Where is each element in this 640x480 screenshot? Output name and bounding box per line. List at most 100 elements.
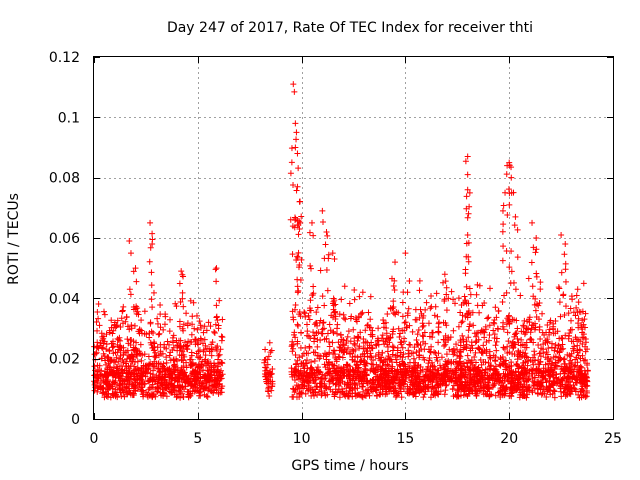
data-point [466,189,473,196]
x-tick-label: 0 [90,431,99,447]
data-point [327,368,334,375]
data-point [144,392,151,399]
data-point [148,282,155,289]
data-point [166,388,173,395]
data-point [508,377,515,384]
data-point [145,365,152,372]
data-point [135,383,142,390]
data-point [115,368,122,375]
data-point [124,323,131,330]
data-point [307,265,314,272]
data-point [180,327,187,334]
data-point [95,373,102,380]
data-point [357,358,364,365]
data-point [567,327,574,334]
data-point [382,319,389,326]
y-tick-label: 0.08 [49,171,80,187]
data-point [582,381,589,388]
data-point [485,386,492,393]
data-point [339,378,346,385]
data-point [175,374,182,381]
data-point [150,329,157,336]
data-point [465,253,472,260]
y-axis-label: ROTI / TECUs [6,193,22,285]
data-point [131,322,138,329]
data-point [555,284,562,291]
data-point [543,393,550,400]
data-point [365,379,372,386]
data-point [145,377,152,384]
data-point [207,323,214,330]
data-point [180,321,187,328]
data-point [337,331,344,338]
data-point [529,375,536,382]
data-point [552,341,559,348]
data-point [499,228,506,235]
data-point [518,364,525,371]
data-point [516,353,523,360]
data-point [421,391,428,398]
data-point [98,355,105,362]
data-point [375,349,382,356]
data-point [387,305,394,312]
data-point [369,331,376,338]
data-point [486,322,493,329]
data-point [440,379,447,386]
data-point [322,364,329,371]
data-point [567,353,574,360]
data-point [433,290,440,297]
data-point [161,364,168,371]
data-point [184,388,191,395]
data-point [425,320,432,327]
data-point [179,370,186,377]
data-point [582,383,589,390]
data-point [476,387,483,394]
data-point [373,392,380,399]
data-point [510,279,517,286]
data-point [380,386,387,393]
data-point [173,394,180,401]
data-point [91,387,98,394]
data-point [448,288,455,295]
data-point [582,336,589,343]
data-point [453,368,460,375]
data-point [168,389,175,396]
data-point [319,319,326,326]
data-point [113,354,120,361]
data-point [106,347,113,354]
data-point [95,366,102,373]
data-point [307,262,314,269]
data-point [197,388,204,395]
data-point [368,339,375,346]
data-point [344,361,351,368]
data-point [201,323,208,330]
data-point [100,350,107,357]
data-point [405,353,412,360]
data-point [422,388,429,395]
data-point [205,319,212,326]
data-point [169,346,176,353]
data-point [403,375,410,382]
data-point [297,390,304,397]
data-point [111,322,118,329]
data-point [193,362,200,369]
data-point [306,343,313,350]
data-point [500,221,507,228]
data-point [531,351,538,358]
data-point [154,315,161,322]
data-point [330,298,337,305]
data-point [419,323,426,330]
data-point [455,295,462,302]
x-tick-label: 5 [193,431,202,447]
data-point [390,388,397,395]
data-point [96,362,103,369]
data-point [268,387,275,394]
data-point [463,345,470,352]
data-point [399,344,406,351]
data-point [323,384,330,391]
data-point [91,363,98,370]
data-point [468,339,475,346]
data-point [568,385,575,392]
data-point [156,330,163,337]
data-point [379,332,386,339]
